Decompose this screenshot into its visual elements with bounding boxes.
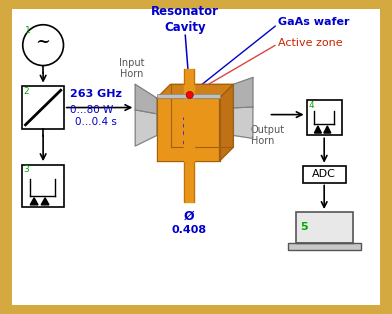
Polygon shape [233,107,253,138]
Text: 3: 3 [24,165,29,174]
Polygon shape [157,98,220,161]
Bar [288,242,361,251]
Bar [157,94,220,98]
Bar [22,165,64,207]
Text: 263 GHz: 263 GHz [70,89,122,99]
Text: ~: ~ [36,33,51,51]
Polygon shape [135,110,157,146]
Polygon shape [220,84,233,161]
Text: 0...80 W: 0...80 W [70,105,113,115]
Polygon shape [135,84,157,114]
Text: ADC: ADC [312,169,336,179]
Polygon shape [41,198,49,205]
Text: 0...0.4 s: 0...0.4 s [75,117,117,127]
Text: Input
Horn: Input Horn [118,58,144,79]
Text: Output
Horn: Output Horn [251,125,285,146]
Polygon shape [30,198,38,205]
Text: 4: 4 [309,101,314,110]
Bar [296,212,353,242]
Text: Ø: Ø [183,210,194,223]
Polygon shape [324,126,331,133]
Polygon shape [314,126,321,133]
Polygon shape [233,78,253,108]
Text: 5: 5 [300,222,308,232]
Bar [22,86,64,129]
Text: Resonator
Cavity: Resonator Cavity [151,5,219,34]
Text: 2: 2 [24,87,29,95]
Text: GaAs wafer: GaAs wafer [278,17,350,27]
Circle shape [186,91,193,99]
Bar [307,100,342,135]
Text: 0.864: 0.864 [184,114,194,145]
Text: Active zone: Active zone [278,38,343,48]
Polygon shape [157,84,233,98]
Bar [303,166,346,182]
Text: 0.408: 0.408 [171,225,207,235]
Text: 1: 1 [25,26,31,35]
